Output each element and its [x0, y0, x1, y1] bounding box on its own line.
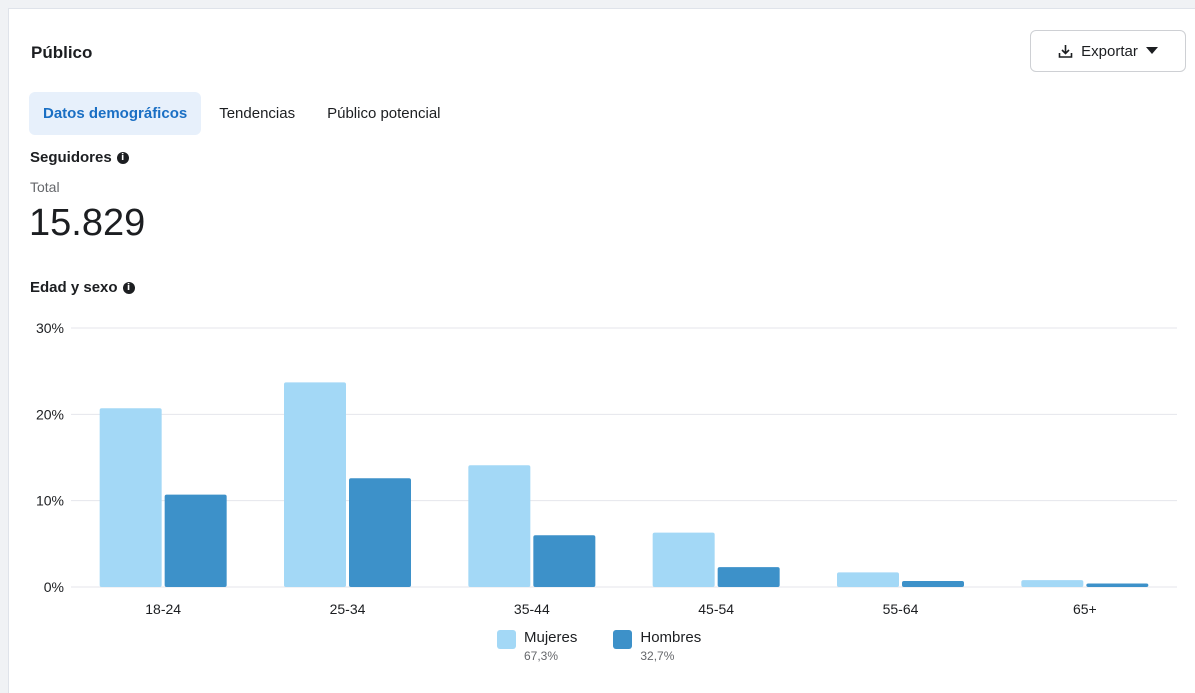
bar-men-55-64	[902, 580, 964, 587]
bar-men-35-44	[533, 535, 596, 587]
tab-bar: Datos demográficos Tendencias Público po…	[29, 92, 455, 135]
info-icon[interactable]: i	[116, 151, 129, 164]
bar-women-18-24	[99, 408, 162, 587]
tab-trends[interactable]: Tendencias	[219, 105, 296, 122]
chart-legend: Mujeres 67,3% Hombres 32,7%	[497, 629, 701, 663]
followers-heading: Seguidores i	[30, 149, 129, 166]
age-gender-title: Edad y sexo	[30, 279, 118, 296]
bar-men-25-34	[349, 478, 411, 587]
total-value: 15.829	[29, 202, 146, 244]
bar-women-35-44	[468, 465, 531, 587]
info-icon[interactable]: i	[122, 281, 135, 294]
x-tick-label: 25-34	[330, 601, 366, 617]
x-tick-label: 65+	[1073, 601, 1097, 617]
x-tick-label: 55-64	[883, 601, 919, 617]
audience-card: Público Exportar Datos demográficos Tend…	[8, 8, 1195, 693]
tab-potential-audience[interactable]: Público potencial	[327, 105, 441, 122]
legend-item-men[interactable]: Hombres 32,7%	[613, 629, 701, 663]
total-label: Total	[30, 179, 60, 195]
x-tick-label: 35-44	[514, 601, 550, 617]
legend-share-women: 67,3%	[524, 649, 559, 663]
y-tick-label: 20%	[36, 406, 64, 422]
caret-down-icon	[1145, 47, 1158, 55]
bar-women-55-64	[837, 572, 899, 587]
page-title: Público	[31, 43, 93, 62]
legend-share-men: 32,7%	[640, 649, 675, 663]
bar-men-18-24	[164, 494, 227, 587]
legend-swatch-women	[497, 630, 516, 649]
export-button[interactable]: Exportar	[1030, 30, 1186, 72]
export-label: Exportar	[1081, 42, 1138, 60]
age-gender-heading: Edad y sexo i	[30, 279, 135, 296]
legend-swatch-men	[613, 630, 633, 649]
bar-men-45-54	[717, 567, 780, 587]
x-tick-label: 45-54	[698, 601, 734, 617]
legend-label-women: Mujeres	[524, 629, 578, 646]
bar-men-65+	[1086, 583, 1149, 587]
tab-demographics[interactable]: Datos demográficos	[29, 92, 202, 135]
bar-women-25-34	[284, 382, 346, 587]
age-gender-chart: 0% 10% 20% 30% 18-24 25-34 35-44 45-54 55-64 65+	[36, 320, 1177, 617]
bar-women-65+	[1021, 580, 1084, 587]
followers-title: Seguidores	[30, 149, 112, 166]
bar-women-45-54	[652, 532, 715, 587]
download-icon	[1058, 44, 1073, 59]
legend-label-men: Hombres	[640, 629, 702, 646]
x-tick-label: 18-24	[145, 601, 181, 617]
y-tick-label: 10%	[36, 493, 64, 509]
y-tick-label: 0%	[44, 579, 64, 595]
legend-item-women[interactable]: Mujeres 67,3%	[497, 629, 577, 663]
y-tick-label: 30%	[36, 320, 64, 336]
